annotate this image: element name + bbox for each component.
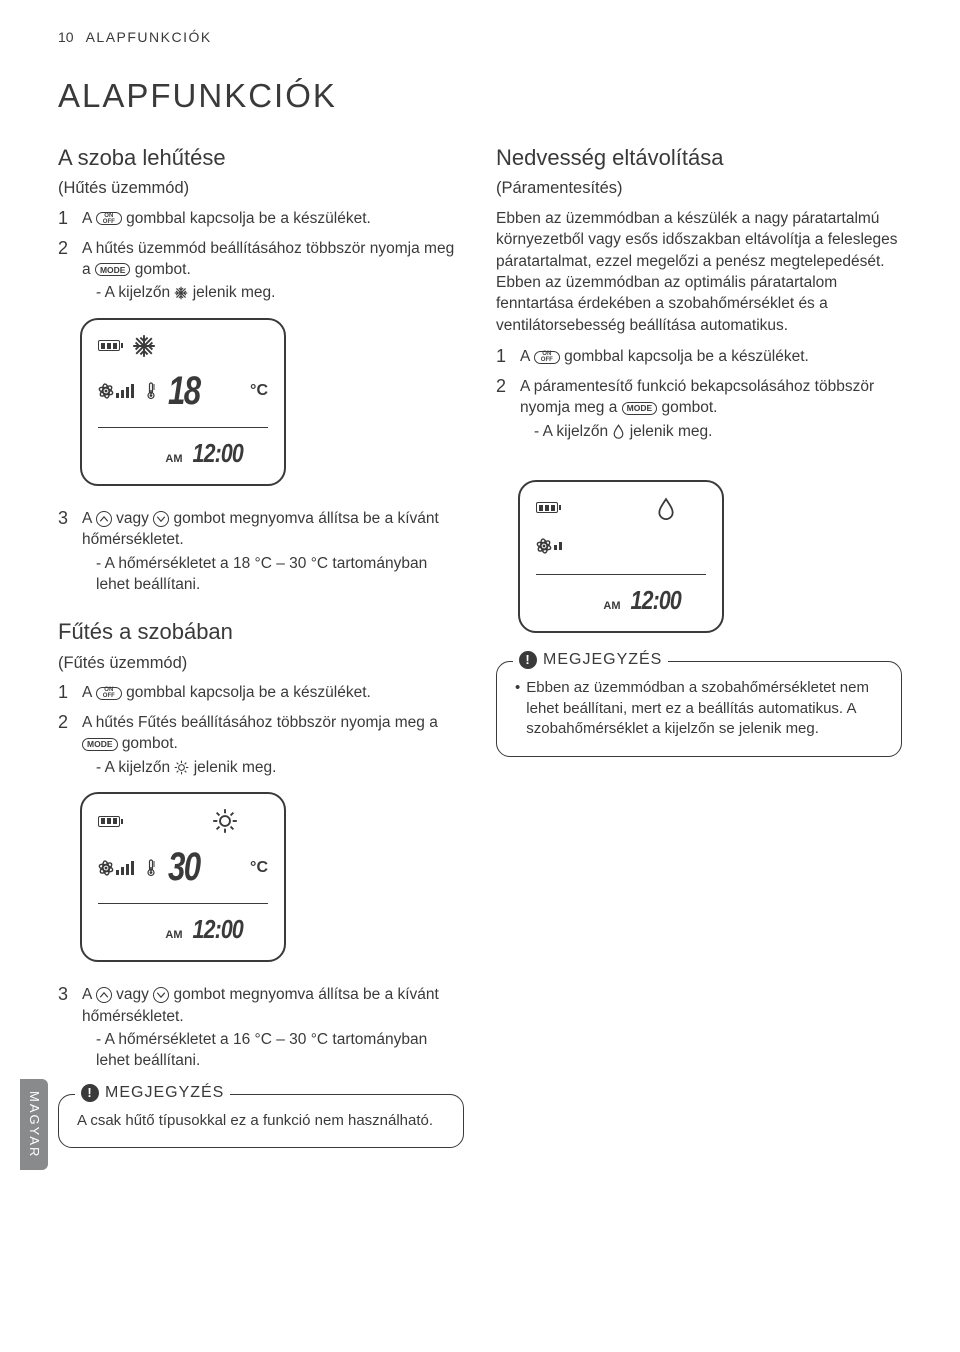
alert-icon: ! [519,651,537,669]
dehum-mode-label: (Páramentesítés) [496,177,902,200]
hstep-2: 2 A hűtés Fűtés beállításához többször n… [58,712,464,778]
heating-mode-label: (Fűtés üzemmód) [58,652,464,675]
cooling-title: A szoba lehűtése [58,143,464,173]
note-body: A csak hűtő típusokkal ez a funkció nem … [77,1111,445,1132]
right-column: Nedvesség eltávolítása (Páramentesítés) … [496,143,902,1149]
up-button-icon [96,987,112,1003]
fan-icon [98,383,134,399]
cooling-step3: 3 A vagy gombot megnyomva állítsa be a k… [58,508,464,596]
page-title: ALAPFUNKCIÓK [58,73,902,119]
step-2: 2 A hűtés üzemmód beállításához többször… [58,238,464,304]
mode-button-icon: MODE [622,402,658,415]
up-button-icon [96,511,112,527]
alert-icon: ! [81,1084,99,1102]
lcd-temp: 30 [168,840,200,895]
lcd-time: AM 12:00 [536,583,706,619]
thermometer-icon [144,859,158,877]
lcd-heating: 30 °C AM 12:00 [80,792,286,962]
step-1: 1 A ONOFF gombbal kapcsolja be a készülé… [58,208,464,230]
onoff-button-icon: ONOFF [96,687,122,700]
mode-button-icon: MODE [95,263,131,276]
drop-icon [612,423,625,439]
thermometer-icon [144,382,158,400]
lcd-time: AM 12:00 [98,912,268,948]
fan-icon [98,860,134,876]
page-number: 10 [58,28,74,47]
lcd-unit: °C [250,380,268,402]
lcd-time: AM 12:00 [98,436,268,472]
battery-icon [98,340,120,351]
note-heating: ! MEGJEGYZÉS A csak hűtő típusokkal ez a… [58,1094,464,1149]
left-column: A szoba lehűtése (Hűtés üzemmód) 1 A ONO… [58,143,464,1149]
heating-title: Fűtés a szobában [58,617,464,647]
down-button-icon [153,987,169,1003]
section-name: ALAPFUNKCIÓK [86,28,212,47]
onoff-button-icon: ONOFF [96,212,122,225]
mode-button-icon: MODE [82,738,118,751]
step-3: 3 A vagy gombot megnyomva állítsa be a k… [58,508,464,596]
cooling-mode-label: (Hűtés üzemmód) [58,177,464,200]
snowflake-icon [174,286,188,300]
heating-step3: 3 A vagy gombot megnyomva állítsa be a k… [58,984,464,1072]
dehum-steps: 1 A ONOFF gombbal kapcsolja be a készülé… [496,346,902,442]
note-title: ! MEGJEGYZÉS [75,1082,230,1104]
sun-icon [174,760,189,775]
heating-steps: 1 A ONOFF gombbal kapcsolja be a készülé… [58,682,464,778]
sun-icon [212,808,238,834]
hstep-1: 1 A ONOFF gombbal kapcsolja be a készülé… [58,682,464,704]
battery-icon [98,816,120,827]
drop-icon [656,496,676,520]
note-dehum: ! MEGJEGYZÉS •Ebben az üzemmódban a szob… [496,661,902,757]
dstep-2: 2 A páramentesítő funkció bekapcsolásáho… [496,376,902,442]
dstep-1: 1 A ONOFF gombbal kapcsolja be a készülé… [496,346,902,368]
lcd-cooling: 18 °C AM 12:00 [80,318,286,486]
battery-icon [536,502,558,513]
dehum-intro: Ebben az üzemmódban a készülék a nagy pá… [496,208,902,336]
fan-icon [536,538,562,554]
lcd-unit: °C [250,857,268,879]
onoff-button-icon: ONOFF [534,351,560,364]
language-tab: MAGYAR [20,1079,48,1170]
snowflake-icon [132,334,156,358]
page-header: 10 ALAPFUNKCIÓK [58,28,902,47]
hstep-3: 3 A vagy gombot megnyomva állítsa be a k… [58,984,464,1072]
down-button-icon [153,511,169,527]
note-body: •Ebben az üzemmódban a szobahőmérséklete… [515,678,883,740]
note-title: ! MEGJEGYZÉS [513,649,668,671]
dehum-title: Nedvesség eltávolítása [496,143,902,173]
lcd-temp: 18 [168,364,200,419]
cooling-steps: 1 A ONOFF gombbal kapcsolja be a készülé… [58,208,464,304]
lcd-dehum: AM 12:00 [518,480,724,633]
